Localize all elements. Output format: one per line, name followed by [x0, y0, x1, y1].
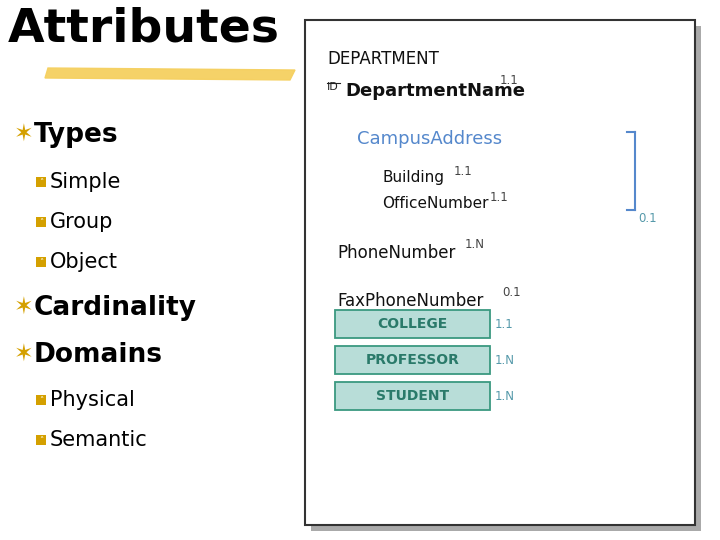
Bar [36, 217, 46, 227]
Text: PROFESSOR: PROFESSOR [366, 353, 459, 367]
Text: ID: ID [327, 82, 338, 92]
Text: STUDENT: STUDENT [376, 389, 449, 403]
Text: Attributes: Attributes [8, 7, 280, 52]
Bar [305, 20, 695, 525]
Text: Semantic: Semantic [50, 430, 148, 450]
Text: 1.1: 1.1 [500, 74, 518, 87]
Text: Building: Building [382, 170, 444, 185]
Text: 1.N: 1.N [465, 238, 485, 251]
Text: 1.1: 1.1 [495, 318, 514, 330]
Text: ˄: ˄ [39, 258, 43, 267]
Text: Group: Group [50, 212, 113, 232]
Text: FaxPhoneNumber: FaxPhoneNumber [337, 292, 483, 310]
Text: ✶: ✶ [14, 123, 34, 147]
Text: Types: Types [34, 122, 119, 148]
Text: Object: Object [50, 252, 118, 272]
Bar [335, 382, 490, 410]
Text: ˄: ˄ [39, 435, 43, 444]
Polygon shape [45, 68, 295, 80]
Text: Cardinality: Cardinality [34, 295, 197, 321]
Text: Domains: Domains [34, 342, 163, 368]
Text: 1.N: 1.N [495, 354, 515, 367]
Text: PhoneNumber: PhoneNumber [337, 244, 455, 262]
Text: DepartmentName: DepartmentName [345, 82, 525, 100]
Text: 0.1: 0.1 [502, 286, 521, 299]
Text: COLLEGE: COLLEGE [377, 317, 448, 331]
Bar [36, 435, 46, 445]
Text: CampusAddress: CampusAddress [357, 130, 502, 148]
Text: DEPARTMENT: DEPARTMENT [327, 50, 439, 68]
Bar [36, 177, 46, 187]
Text: ˄: ˄ [39, 218, 43, 226]
Text: Physical: Physical [50, 390, 135, 410]
Text: ˄: ˄ [39, 395, 43, 404]
Bar [36, 257, 46, 267]
Text: 1.1: 1.1 [490, 191, 509, 204]
Text: OfficeNumber: OfficeNumber [382, 196, 488, 211]
Text: ✶: ✶ [14, 343, 34, 367]
Bar [311, 26, 701, 531]
Text: ˄: ˄ [39, 178, 43, 186]
Bar [36, 395, 46, 405]
Bar [335, 346, 490, 374]
Text: 1.N: 1.N [495, 389, 515, 402]
Text: 1.1: 1.1 [454, 165, 473, 178]
Text: Simple: Simple [50, 172, 122, 192]
Text: ✶: ✶ [14, 296, 34, 320]
Text: 0.1: 0.1 [638, 212, 657, 225]
Bar [335, 310, 490, 338]
